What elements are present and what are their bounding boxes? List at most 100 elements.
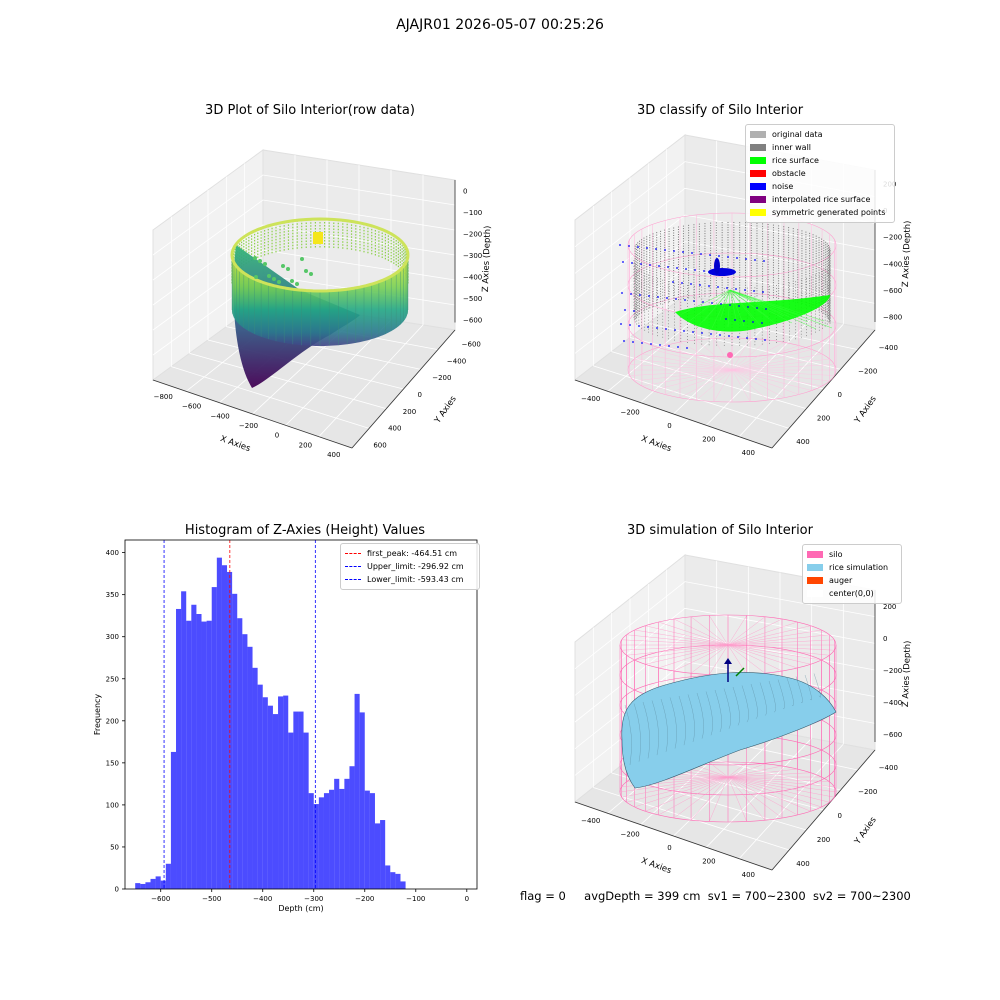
z-tick-label: −600 xyxy=(883,731,902,739)
histogram-bar xyxy=(211,587,217,889)
noise-point xyxy=(622,261,624,263)
scattered-point xyxy=(267,274,271,278)
y-axis-line xyxy=(351,329,456,449)
legend-label: obstacle xyxy=(772,169,806,178)
z-axis-label: Z Axies (Depth) xyxy=(481,225,493,292)
histogram-bar xyxy=(140,883,146,889)
silo-wireframe-spoke xyxy=(727,644,835,651)
silo-wireframe-spoke xyxy=(634,644,729,661)
scattered-point xyxy=(304,269,308,273)
mesh-line xyxy=(786,677,794,706)
mesh-line xyxy=(777,679,785,710)
legend-entry: symmetric generated points xyxy=(750,206,890,219)
histogram-bar xyxy=(380,820,386,889)
noise-point xyxy=(690,283,692,285)
silo-wireframe-spoke xyxy=(727,768,798,778)
noise-point xyxy=(637,246,639,248)
noise-point xyxy=(667,266,669,268)
silo-wireframe-spoke xyxy=(690,776,729,821)
silo-wireframe-spoke xyxy=(731,369,830,382)
legend-label: silo xyxy=(829,550,843,559)
silo-wireframe-spoke xyxy=(673,618,729,646)
legend-label: noise xyxy=(772,182,794,191)
mesh-line xyxy=(678,695,686,746)
silo-wireframe-spoke xyxy=(727,616,766,646)
mesh-line xyxy=(705,691,713,736)
z-tick-label: −400 xyxy=(883,699,902,707)
y-tick-label: −200 xyxy=(432,374,451,382)
grid-line xyxy=(574,581,876,669)
mesh-line xyxy=(741,685,749,723)
noise-point xyxy=(630,293,632,295)
legend-swatch xyxy=(750,157,766,164)
noise-point xyxy=(728,335,730,337)
noise-point xyxy=(624,309,626,311)
noise-point xyxy=(672,281,674,283)
noise-point xyxy=(628,245,630,247)
figure-title: AJAJR01 2026-05-07 00:25:26 xyxy=(396,17,604,33)
histogram-bar xyxy=(191,604,197,889)
histogram-bar xyxy=(232,593,238,889)
silo-wireframe-spoke xyxy=(626,634,729,646)
y-axis-label: Frequency xyxy=(93,694,102,736)
legend-entry: original data xyxy=(750,128,890,141)
noise-point xyxy=(691,252,693,254)
z-tick-label: −400 xyxy=(883,260,902,268)
z-tick-label: −300 xyxy=(463,252,482,260)
classify-3d-plot: −400−20002004004002000−200−4002000−200−4… xyxy=(573,133,913,457)
y-tick-label: −200 xyxy=(858,367,877,375)
silo-wireframe-spoke xyxy=(634,776,729,808)
legend-swatch xyxy=(807,564,823,571)
sv1-value: sv1 = 700~2300 xyxy=(707,889,806,903)
x-tick-label: −400 xyxy=(253,895,272,903)
grid-line xyxy=(152,199,456,281)
legend-label: original data xyxy=(772,130,823,139)
x-tick-label: −300 xyxy=(304,895,323,903)
noise-point xyxy=(727,256,729,258)
legend-label: rice simulation xyxy=(829,563,889,572)
legend-line-sample xyxy=(345,553,361,554)
histogram-bar xyxy=(196,614,202,889)
noise-point xyxy=(646,247,648,249)
silo-wireframe-spoke xyxy=(727,776,830,782)
legend-swatch xyxy=(750,144,766,151)
x-axis-label: X Axies xyxy=(640,856,673,876)
noise-point xyxy=(692,331,694,333)
y-tick-label: 0 xyxy=(115,886,119,894)
silo-wireframe-spoke xyxy=(727,776,766,821)
noise-point xyxy=(745,258,747,260)
noise-point xyxy=(693,300,695,302)
noise-point xyxy=(619,244,621,246)
scattered-point xyxy=(290,279,294,283)
noise-point xyxy=(632,341,634,343)
legend-label: first_peak: -464.51 cm xyxy=(367,549,458,558)
scattered-point xyxy=(295,282,299,286)
histogram-bar xyxy=(329,789,335,889)
legend-entry: first_peak: -464.51 cm xyxy=(345,547,475,560)
scattered-point xyxy=(263,262,267,266)
z-tick-label: −200 xyxy=(463,231,482,239)
mesh-line xyxy=(768,680,776,713)
histogram-bar xyxy=(390,872,396,889)
legend-entry: obstacle xyxy=(750,167,890,180)
noise-point xyxy=(623,340,625,342)
y-tick-label: −600 xyxy=(462,340,481,348)
legend-label: symmetric generated points xyxy=(772,208,886,217)
histogram-bar xyxy=(186,620,192,889)
z-tick-label: −600 xyxy=(463,316,482,324)
y-tick-label: 300 xyxy=(106,633,119,641)
noise-point xyxy=(685,268,687,270)
silo-wireframe-spoke xyxy=(727,615,747,646)
x-tick-label: −600 xyxy=(151,895,170,903)
simulation-legend: silo rice simulation auger center(0,0) xyxy=(802,544,902,604)
histogram-bar xyxy=(313,804,319,889)
legend-label: Upper_limit: -296.92 cm xyxy=(367,562,464,571)
silo-wireframe-spoke xyxy=(727,618,783,646)
x-tick-label: 200 xyxy=(299,441,312,449)
histogram-bar xyxy=(334,778,340,889)
y-tick-label: 200 xyxy=(817,415,830,423)
histogram-bar xyxy=(155,876,161,889)
histogram-bar xyxy=(374,823,381,889)
noise-point xyxy=(709,254,711,256)
y-tick-label: 400 xyxy=(796,860,809,868)
